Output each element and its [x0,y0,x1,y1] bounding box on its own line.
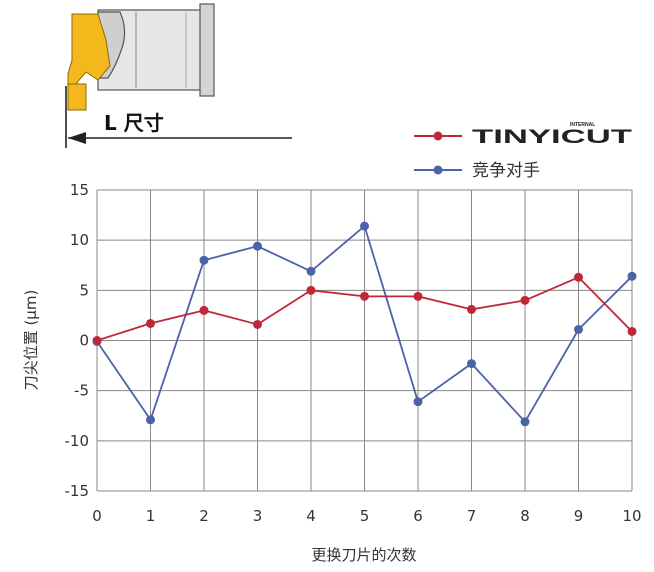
insert-yellow [67,13,111,87]
data-point-competitor [253,241,262,251]
y-tick-label: 10 [70,231,89,249]
y-axis-title: 刀尖位置 (μm) [22,290,40,391]
data-point-tinyicut [253,319,262,329]
data-point-competitor [574,324,583,334]
data-point-tinyicut [520,295,530,305]
tool-holder-flange [199,3,215,97]
y-tick-label: 5 [79,281,89,299]
data-point-tinyicut [413,291,423,301]
dimension-label: L 尺寸 [104,111,164,135]
data-point-tinyicut [92,336,102,345]
y-tick-label: 15 [70,181,89,199]
legend-marker-competitor [433,165,443,175]
legend: TINYICUT INTERNAL 竞争对手 [414,122,633,181]
y-tick-label: -15 [65,482,90,500]
x-tick-label: 8 [520,507,530,525]
data-point-competitor [520,417,530,427]
x-tick-label: 3 [253,507,263,525]
data-point-tinyicut [306,285,316,295]
y-tick-label: -10 [65,432,90,450]
data-point-tinyicut [360,291,369,301]
data-point-competitor [306,266,316,276]
x-tick-label: 9 [574,507,584,525]
legend-label-competitor: 竞争对手 [472,161,540,181]
x-tick-label: 2 [199,507,209,525]
data-point-competitor [413,397,423,407]
y-tick-labels: 15 10 5 0 -5 -10 -15 [65,181,90,500]
y-tick-label: 0 [79,332,89,350]
dimension-arrow-head [68,132,86,144]
tool-illustration: L 尺寸 [65,3,292,148]
data-point-tinyicut [627,326,637,336]
x-tick-label: 6 [413,507,423,525]
series-layer [92,221,637,427]
x-tick-label: 10 [622,507,641,525]
tinyicut-logo: TINYICUT INTERNAL [472,122,633,148]
x-tick-label: 0 [92,507,102,525]
data-point-tinyicut [574,272,583,282]
insert-tip [67,83,87,111]
data-point-competitor [467,359,476,369]
data-point-competitor [199,255,209,265]
legend-brand-logo-sub: INTERNAL [570,122,595,128]
data-point-competitor [146,415,155,425]
x-tick-labels: 0 1 2 3 4 5 6 7 8 9 10 [92,507,641,525]
data-point-tinyicut [199,305,209,315]
x-tick-label: 7 [467,507,477,525]
x-axis-title: 更换刀片的次数 [311,546,416,564]
data-point-tinyicut [467,304,476,314]
data-point-competitor [360,221,369,231]
legend-marker-tinyicut [433,131,443,141]
data-point-competitor [627,271,637,281]
x-tick-label: 5 [360,507,370,525]
data-point-tinyicut [146,318,155,328]
legend-brand-logo: TINYICUT [472,127,633,148]
x-tick-label: 1 [146,507,156,525]
y-tick-label: -5 [74,382,89,400]
x-tick-label: 4 [306,507,316,525]
